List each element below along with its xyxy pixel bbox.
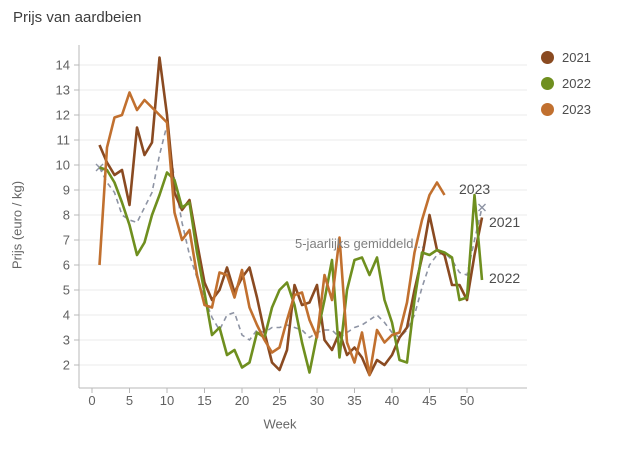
x-tick-label: 20 <box>235 393 249 408</box>
y-tick-label: 7 <box>63 233 70 248</box>
x-tick-label: 10 <box>160 393 174 408</box>
x-axis-title: Week <box>263 416 297 432</box>
x-tick-label: 40 <box>385 393 399 408</box>
x-tick-label: 30 <box>310 393 324 408</box>
series-line-2021[interactable] <box>98 56 484 377</box>
legend: 2021 2022 2023 <box>541 50 591 117</box>
y-tick-label: 6 <box>63 258 70 273</box>
y-tick-label: 3 <box>63 333 70 348</box>
legend-swatch-2022 <box>541 77 554 90</box>
page-title: Prijs van aardbeien <box>13 9 142 26</box>
y-tick-label: 8 <box>63 208 70 223</box>
x-tick-label: 50 <box>460 393 474 408</box>
y-tick-label: 2 <box>63 358 70 373</box>
legend-label-2022: 2022 <box>562 76 591 91</box>
series-end-label-2023: 2023 <box>459 181 491 197</box>
y-tick-label: 13 <box>56 83 70 98</box>
y-tick-label: 14 <box>56 58 70 73</box>
x-tick-label: 0 <box>88 393 95 408</box>
x-tick-label: 45 <box>422 393 436 408</box>
y-tick-label: 12 <box>56 108 70 123</box>
x-tick-label: 25 <box>272 393 286 408</box>
average-end-marker <box>478 203 486 212</box>
legend-swatch-2021 <box>541 51 554 64</box>
series-end-label-2022: 2022 <box>489 270 521 286</box>
x-tick-label: 35 <box>347 393 361 408</box>
legend-swatch-2023 <box>541 103 554 116</box>
y-tick-label: 9 <box>63 183 70 198</box>
legend-item-2022[interactable]: 2022 <box>541 76 591 91</box>
y-tick-label: 10 <box>56 158 70 173</box>
x-tick-label: 15 <box>197 393 211 408</box>
y-tick-label: 11 <box>57 133 71 148</box>
series-line-5-jaarlijks-gemiddeld-[interactable] <box>98 124 483 341</box>
legend-label-2021: 2021 <box>562 50 591 65</box>
series-line-2023[interactable] <box>98 91 446 377</box>
y-tick-label: 4 <box>63 308 70 323</box>
legend-label-2023: 2023 <box>562 102 591 117</box>
legend-item-2023[interactable]: 2023 <box>541 102 591 117</box>
x-tick-label: 5 <box>126 393 133 408</box>
legend-item-2021[interactable]: 2021 <box>541 50 591 65</box>
average-line-label: 5-jaarlijks gemiddeld... <box>295 236 425 251</box>
y-tick-label: 5 <box>63 283 70 298</box>
y-axis-title: Prijs (euro / kg) <box>9 180 25 270</box>
series-line-2022[interactable] <box>99 166 484 374</box>
series-end-label-2021: 2021 <box>489 214 521 230</box>
